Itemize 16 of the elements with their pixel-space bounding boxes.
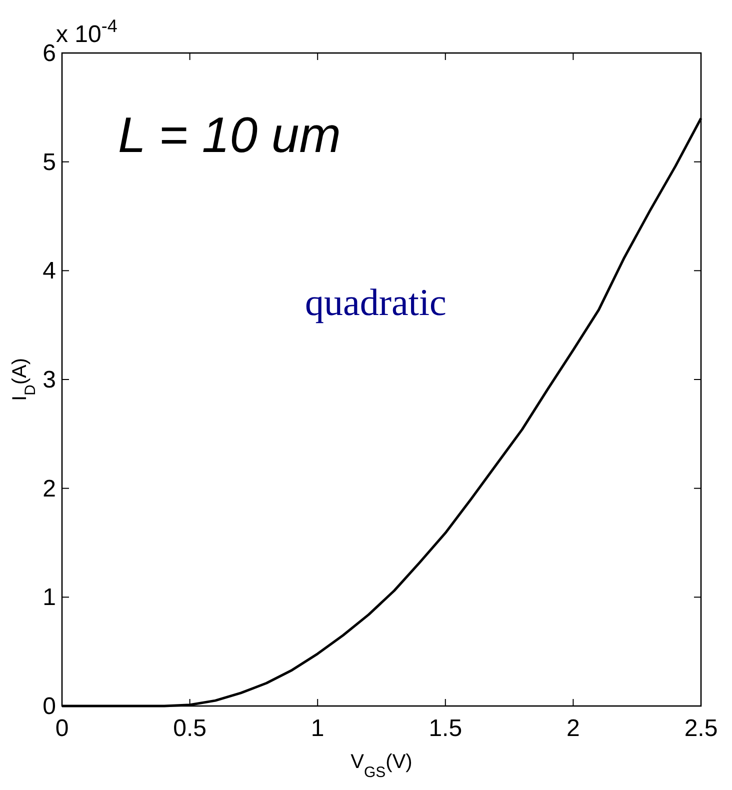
y-tick-label: 5 bbox=[42, 148, 56, 176]
x-tick-label: 2 bbox=[566, 715, 580, 742]
x-axis-title: V$_{GS}$(V) bbox=[350, 751, 412, 780]
y-tick-label: 6 bbox=[42, 40, 56, 67]
annotation: quadratic bbox=[305, 282, 446, 324]
x-tick-label: 1 bbox=[310, 715, 324, 742]
y-tick-label: 1 bbox=[42, 584, 56, 612]
x-tick-label: 1.5 bbox=[428, 715, 462, 742]
x-tick-label: 0.5 bbox=[173, 715, 206, 742]
y-tick-label: 2 bbox=[42, 475, 56, 502]
x-tick-label: 2.5 bbox=[684, 715, 718, 742]
annotation: L = 10 um bbox=[118, 107, 341, 163]
y-tick-label: 0 bbox=[42, 693, 56, 720]
y-tick-label: 3 bbox=[42, 366, 56, 394]
text: x 10$^{-4}$ bbox=[56, 16, 118, 48]
y-tick-label: 4 bbox=[42, 258, 56, 285]
